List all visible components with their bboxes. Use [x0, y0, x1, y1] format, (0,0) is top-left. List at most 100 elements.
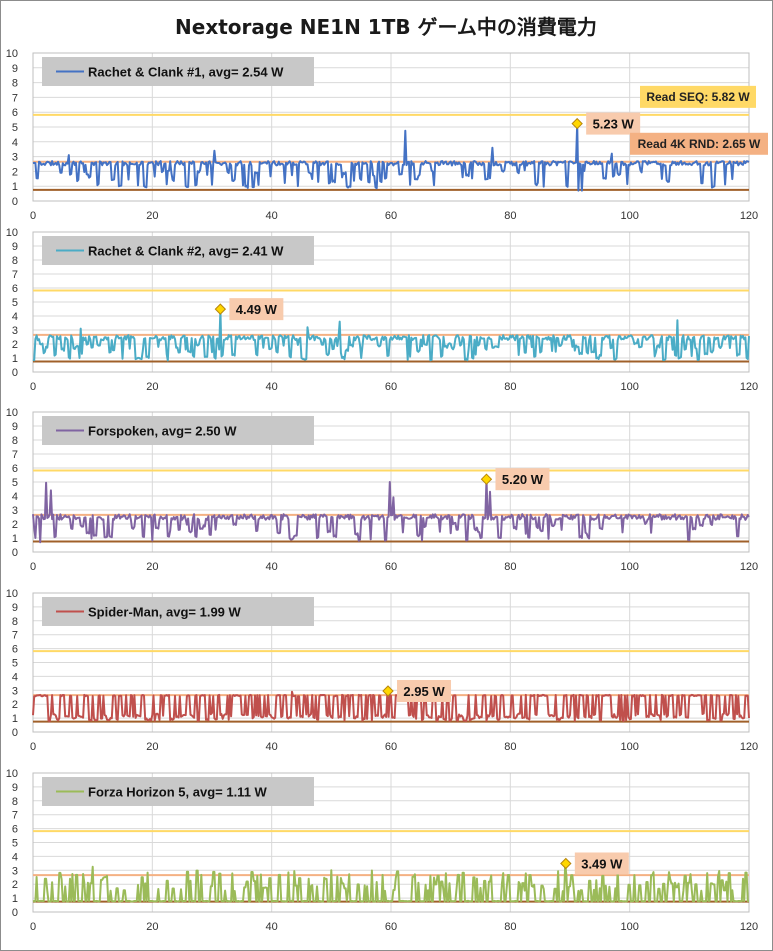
y-tick-label: 5	[12, 658, 18, 670]
x-tick-label: 100	[620, 561, 638, 573]
y-tick-label: 9	[12, 241, 18, 253]
peak-marker	[214, 303, 227, 315]
legend-label: Rachet & Clank #1, avg= 2.54 W	[88, 65, 284, 80]
peak-label: 2.95 W	[403, 684, 445, 699]
y-tick-label: 3	[12, 325, 18, 337]
x-tick-label: 0	[30, 741, 36, 753]
x-tick-label: 60	[385, 741, 397, 753]
x-tick-label: 0	[30, 210, 36, 222]
y-tick-label: 8	[12, 435, 18, 447]
x-tick-label: 60	[385, 381, 397, 393]
y-tick-label: 7	[12, 810, 18, 822]
x-tick-label: 120	[740, 921, 758, 933]
legend-box	[42, 416, 314, 445]
y-tick-label: 1	[12, 181, 18, 193]
y-tick-label: 10	[6, 407, 18, 419]
y-tick-label: 5	[12, 838, 18, 850]
x-tick-label: 60	[385, 561, 397, 573]
y-tick-label: 6	[12, 644, 18, 656]
peak-label-box	[586, 112, 641, 135]
ref-label-read-4k: Read 4K RND: 2.65 W	[638, 137, 761, 151]
x-tick-label: 100	[620, 921, 638, 933]
x-tick-label: 120	[740, 741, 758, 753]
peak-label: 4.49 W	[236, 302, 278, 317]
peak-label-box	[229, 298, 284, 321]
y-tick-label: 8	[12, 796, 18, 808]
y-tick-label: 10	[6, 588, 18, 600]
legend-label: Rachet & Clank #2, avg= 2.41 W	[88, 244, 284, 259]
x-tick-label: 80	[504, 561, 516, 573]
x-tick-label: 20	[146, 210, 158, 222]
x-tick-label: 100	[620, 381, 638, 393]
y-tick-label: 1	[12, 533, 18, 545]
x-tick-label: 60	[385, 210, 397, 222]
y-tick-label: 7	[12, 449, 18, 461]
y-tick-label: 1	[12, 353, 18, 365]
peak-marker	[382, 685, 394, 697]
legend-label: Spider-Man, avg= 1.99 W	[88, 605, 242, 620]
series-line	[32, 862, 750, 903]
x-tick-label: 40	[266, 381, 278, 393]
x-tick-label: 80	[504, 210, 516, 222]
plot-area	[32, 231, 750, 373]
y-tick-label: 2	[12, 166, 18, 178]
y-tick-label: 6	[12, 107, 18, 119]
x-tick-label: 100	[620, 210, 638, 222]
y-tick-label: 4	[12, 137, 18, 149]
legend-label: Forza Horizon 5, avg= 1.11 W	[88, 785, 268, 800]
legend-box	[42, 777, 314, 806]
plot-area	[32, 772, 750, 913]
y-tick-label: 7	[12, 630, 18, 642]
y-tick-label: 6	[12, 463, 18, 475]
legend-box	[42, 597, 314, 626]
y-tick-label: 0	[12, 907, 18, 919]
y-tick-label: 3	[12, 152, 18, 164]
x-tick-label: 60	[385, 921, 397, 933]
y-tick-label: 8	[12, 78, 18, 90]
y-tick-label: 3	[12, 505, 18, 517]
y-tick-label: 10	[6, 768, 18, 780]
y-tick-label: 6	[12, 283, 18, 295]
y-tick-label: 2	[12, 699, 18, 711]
peak-marker	[480, 473, 493, 485]
y-tick-label: 1	[12, 713, 18, 725]
x-tick-label: 80	[504, 921, 516, 933]
y-tick-label: 4	[12, 491, 18, 503]
y-tick-label: 2	[12, 339, 18, 351]
x-tick-label: 0	[30, 921, 36, 933]
x-tick-label: 40	[266, 210, 278, 222]
peak-label: 5.20 W	[502, 472, 544, 487]
y-tick-label: 9	[12, 421, 18, 433]
y-tick-label: 2	[12, 879, 18, 891]
y-tick-label: 8	[12, 255, 18, 267]
ref-label-read-4k-box	[630, 132, 768, 155]
peak-marker	[560, 857, 572, 870]
y-tick-label: 5	[12, 297, 18, 309]
x-tick-label: 120	[740, 210, 758, 222]
y-tick-label: 9	[12, 602, 18, 614]
peak-label: 3.49 W	[581, 856, 623, 871]
peak-label-box	[574, 852, 629, 875]
x-tick-label: 40	[266, 561, 278, 573]
y-tick-label: 1	[12, 893, 18, 905]
peak-label-box	[495, 468, 550, 491]
y-tick-label: 10	[6, 48, 18, 60]
series-line	[32, 308, 750, 362]
peak-label-box	[397, 679, 452, 702]
legend-box	[42, 57, 314, 86]
ref-label-read-seq: Read SEQ: 5.82 W	[646, 90, 750, 104]
ref-label-read-seq-box	[640, 85, 756, 108]
y-tick-label: 5	[12, 477, 18, 489]
x-tick-label: 20	[146, 561, 158, 573]
y-tick-label: 9	[12, 782, 18, 794]
y-tick-label: 0	[12, 196, 18, 208]
x-tick-label: 20	[146, 741, 158, 753]
y-tick-label: 9	[12, 63, 18, 75]
x-tick-label: 120	[740, 561, 758, 573]
series-line	[32, 478, 750, 544]
y-tick-label: 3	[12, 685, 18, 697]
